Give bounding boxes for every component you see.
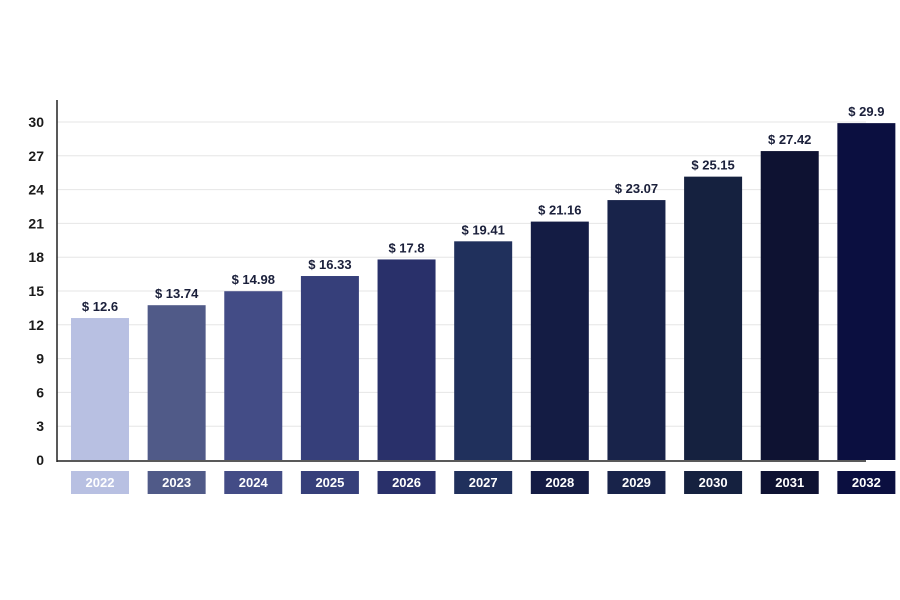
data-label-2028: $ 21.16 xyxy=(538,203,581,218)
y-axis-ticks: 0 3 6 9 12 15 18 21 24 27 30 xyxy=(28,114,44,468)
bar-2032 xyxy=(837,123,896,461)
category-label-2029: 2029 xyxy=(622,475,651,490)
y-tick-label: 9 xyxy=(36,351,44,367)
data-label-2030: $ 25.15 xyxy=(691,158,734,173)
category-box-2031 xyxy=(760,471,819,494)
category-box-2022 xyxy=(71,471,129,494)
category-label-2031: 2031 xyxy=(775,475,804,490)
category-box-2024 xyxy=(224,471,283,494)
data-label-2023: $ 13.74 xyxy=(155,286,199,301)
y-tick-label: 18 xyxy=(28,249,44,265)
data-label-2022: $ 12.6 xyxy=(82,299,118,314)
y-tick-label: 6 xyxy=(36,384,44,400)
category-box-2029 xyxy=(607,471,666,494)
category-label-2022: 2022 xyxy=(86,475,115,490)
bar-2024 xyxy=(224,291,283,460)
y-tick-label: 27 xyxy=(28,148,44,164)
data-label-2027: $ 19.41 xyxy=(461,222,504,237)
bar-2022 xyxy=(71,318,129,460)
category-box-2023 xyxy=(147,471,206,494)
y-tick-label: 0 xyxy=(36,452,44,468)
category-box-2030 xyxy=(684,471,743,494)
y-tick-label: 15 xyxy=(28,283,44,299)
x-axis-categories: 2022 2023 2024 2025 2026 2027 2028 2029 2030 2031… xyxy=(71,471,896,494)
category-box-2026 xyxy=(377,471,436,494)
category-label-2028: 2028 xyxy=(545,475,574,490)
category-box-2025 xyxy=(300,471,359,494)
bar-2031 xyxy=(760,151,819,460)
category-label-2023: 2023 xyxy=(162,475,191,490)
bar-2025 xyxy=(300,276,359,460)
category-label-2027: 2027 xyxy=(469,475,498,490)
category-label-2026: 2026 xyxy=(392,475,421,490)
category-box-2032 xyxy=(837,471,896,494)
y-tick-label: 24 xyxy=(28,182,44,198)
bar-2029 xyxy=(607,200,666,460)
bar-2030 xyxy=(684,176,743,461)
category-label-2025: 2025 xyxy=(315,475,344,490)
y-tick-label: 30 xyxy=(28,114,44,130)
y-tick-label: 21 xyxy=(28,215,44,231)
category-box-2027 xyxy=(454,471,513,494)
bar-2026 xyxy=(377,259,436,460)
bar-2028 xyxy=(530,221,589,460)
data-label-2025: $ 16.33 xyxy=(308,257,351,272)
category-box-2028 xyxy=(530,471,589,494)
bar-2027 xyxy=(454,241,513,460)
data-label-2029: $ 23.07 xyxy=(615,181,658,196)
bar-2023 xyxy=(147,305,206,460)
category-label-2024: 2024 xyxy=(239,475,269,490)
data-label-2026: $ 17.8 xyxy=(388,240,424,255)
category-label-2030: 2030 xyxy=(699,475,728,490)
data-label-2032: $ 29.9 xyxy=(848,104,884,119)
y-tick-label: 12 xyxy=(28,317,44,333)
category-label-2032: 2032 xyxy=(852,475,881,490)
bars xyxy=(71,123,896,461)
data-labels: $ 12.6 $ 13.74 $ 14.98 $ 16.33 $ 17.8 $ 19.41… xyxy=(82,104,885,314)
y-tick-label: 3 xyxy=(36,418,44,434)
data-label-2031: $ 27.42 xyxy=(768,132,811,147)
data-label-2024: $ 14.98 xyxy=(232,272,275,287)
